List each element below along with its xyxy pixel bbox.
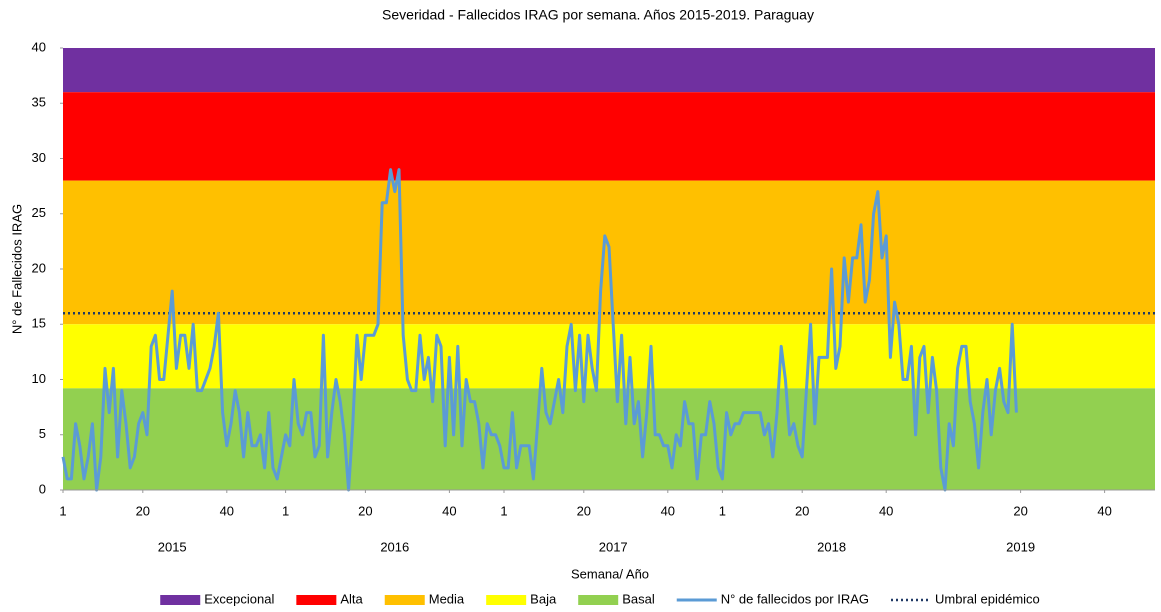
severity-band: [63, 92, 1155, 181]
data-line: [61, 168, 1018, 492]
x-tick-label: 20: [136, 503, 150, 518]
legend-swatch: [160, 595, 201, 605]
legend-swatch: [384, 595, 425, 605]
x-tick-label: 20: [795, 503, 809, 518]
legend-label: Alta: [340, 591, 363, 606]
y-tick-label: 20: [32, 260, 46, 275]
year-label: 2017: [599, 539, 628, 554]
x-tick-label: 40: [879, 503, 893, 518]
x-tick-label: 1: [59, 503, 66, 518]
legend-label: Baja: [530, 591, 557, 606]
legend-swatch: [296, 595, 337, 605]
x-axis-title: Semana/ Año: [571, 566, 649, 581]
y-tick-label: 30: [32, 150, 46, 165]
severity-band: [63, 48, 1155, 93]
y-tick-label: 35: [32, 95, 46, 110]
year-label: 2015: [158, 539, 187, 554]
chart-title: Severidad - Fallecidos IRAG por semana. …: [382, 7, 814, 23]
x-tick-label: 1: [282, 503, 289, 518]
legend-label: Excepcional: [204, 591, 274, 606]
legend-label: Media: [429, 591, 465, 606]
legend-label: Basal: [622, 591, 655, 606]
x-tick-label: 40: [1097, 503, 1111, 518]
x-tick-label: 1: [500, 503, 507, 518]
legend-swatch: [486, 595, 527, 605]
legend-label: Umbral epidémico: [935, 591, 1040, 606]
year-label: 2016: [380, 539, 409, 554]
y-axis-title: N° de Fallecidos IRAG: [9, 204, 24, 334]
severity-band: [63, 324, 1155, 389]
y-tick-label: 40: [32, 39, 46, 54]
x-tick-label: 40: [220, 503, 234, 518]
x-tick-label: 20: [577, 503, 591, 518]
x-tick-label: 40: [442, 503, 456, 518]
y-tick-label: 10: [32, 371, 46, 386]
legend-swatch: [578, 595, 619, 605]
x-tick-label: 40: [661, 503, 675, 518]
y-tick-label: 5: [39, 426, 46, 441]
legend-label: N° de fallecidos por IRAG: [721, 591, 869, 606]
y-tick-label: 0: [39, 481, 46, 496]
x-tick-label: 20: [358, 503, 372, 518]
x-tick-label: 1: [719, 503, 726, 518]
year-label: 2019: [1006, 539, 1035, 554]
year-label: 2018: [817, 539, 846, 554]
x-tick-label: 20: [1013, 503, 1027, 518]
y-tick-label: 25: [32, 205, 46, 220]
y-tick-label: 15: [32, 316, 46, 331]
